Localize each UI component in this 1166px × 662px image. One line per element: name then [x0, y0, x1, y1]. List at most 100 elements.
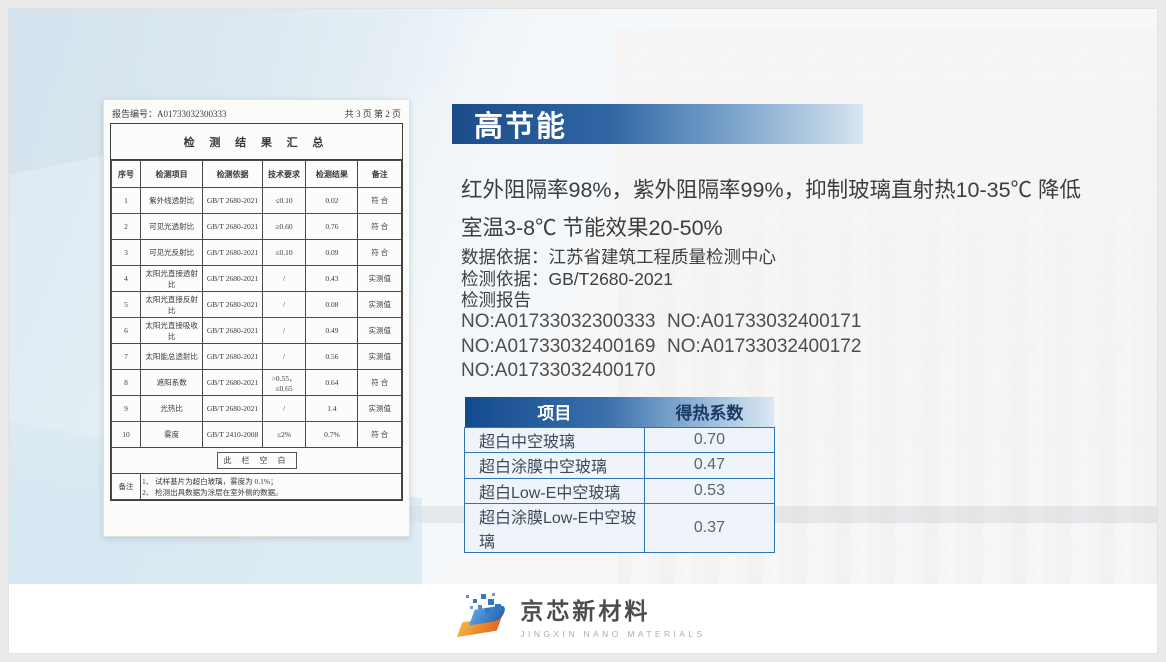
remark-content: 1、 试样基片为超白玻璃，雾度为 0.1%； 2、 检测出具数据为涂层在室外侧的… [140, 473, 402, 500]
report-no: NO:A01733032400170 [461, 360, 656, 382]
coefficient-value: 0.70 [643, 426, 776, 453]
glass-type: 超白Low-E中空玻璃 [464, 477, 645, 504]
coefficient-value: 0.37 [643, 503, 776, 553]
coefficient-value: 0.47 [643, 452, 776, 479]
table-row: 超白Low-E中空玻璃 0.53 [464, 477, 776, 504]
heat-col-coefficient: 得热系数 [675, 404, 744, 424]
logo-pixel [488, 599, 495, 605]
logo-pixel [495, 604, 502, 610]
cell: GB/T 2680-2021 [202, 395, 263, 422]
cell: / [261, 395, 307, 422]
test-report-document: 报告编号：A01733032300333 共 3 页 第 2 页 检 测 结 果… [103, 99, 410, 537]
cell: 实测值 [357, 291, 402, 318]
logo-text-block: 京芯新材料 JINGXIN NANO MATERIALS [520, 592, 705, 639]
cell: 太阳光直接吸收比 [139, 317, 204, 344]
cell: 7 [111, 343, 141, 370]
cell: / [261, 317, 307, 344]
cell: 符 合 [357, 187, 402, 214]
cell: 可见光透射比 [139, 213, 204, 240]
cell: ≤0.10 [261, 187, 307, 214]
logo-pixel [473, 599, 478, 603]
glass-type: 超白中空玻璃 [464, 426, 645, 453]
report-doc-body: 检 测 结 果 汇 总 序号 检测项目 检测依据 技术要求 检测结果 备注 1 [110, 123, 403, 501]
meta-info: 数据依据：江苏省建筑工程质量检测中心 检测依据：GB/T2680-2021 检测… [461, 247, 776, 312]
table-row: 2 可见光透射比 GB/T 2680-2021 ≥0.60 0.76 符 合 [111, 213, 402, 240]
cell: / [261, 291, 307, 318]
report-doc-title: 检 测 结 果 汇 总 [111, 124, 402, 160]
cell: 0.08 [305, 291, 359, 318]
cell: GB/T 2680-2021 [202, 317, 263, 344]
report-doc-header: 报告编号：A01733032300333 共 3 页 第 2 页 [110, 107, 403, 123]
cell: 0.56 [305, 343, 359, 370]
logo-pixel [485, 608, 491, 613]
report-table-header-row: 序号 检测项目 检测依据 技术要求 检测结果 备注 [111, 160, 402, 188]
company-logo: 京芯新材料 JINGXIN NANO MATERIALS [9, 589, 1157, 641]
table-row: 超白涂膜Low-E中空玻璃 0.37 [464, 503, 776, 553]
logo-pixel [481, 594, 487, 599]
cell: / [261, 343, 307, 370]
cell: ≤2% [261, 421, 307, 448]
cell: 符 合 [357, 369, 402, 396]
logo-pixel [478, 605, 483, 609]
company-name: 京芯新材料 [520, 597, 651, 624]
cell: 0.7% [305, 421, 359, 448]
intro-line: 红外阻隔率98%，紫外阻隔率99%，抑制玻璃直射热10-35℃ 降低 [461, 178, 1082, 202]
cell: 太阳光直接反射比 [139, 291, 204, 318]
cell: 雾度 [139, 421, 204, 448]
report-page-info: 共 3 页 第 2 页 [344, 109, 401, 119]
cell: ≥0.60 [261, 213, 307, 240]
cell: 符 合 [357, 213, 402, 240]
cell: GB/T 2410-2008 [202, 421, 263, 448]
cell: 遮阳系数 [139, 369, 204, 396]
cell: 0.02 [305, 187, 359, 214]
report-no: NO:A01733032400172 [667, 335, 862, 357]
cell: GB/T 2680-2021 [202, 265, 263, 292]
cell: 可见光反射比 [139, 239, 204, 266]
table-row: 1 紫外线透射比 GB/T 2680-2021 ≤0.10 0.02 符 合 [111, 187, 402, 214]
company-name-en: JINGXIN NANO MATERIALS [520, 628, 706, 639]
cell: GB/T 2680-2021 [202, 239, 263, 266]
cell: 0.49 [305, 317, 359, 344]
intro-line: 室温3-8℃ 节能效果20-50% [461, 216, 723, 240]
table-row: 10 雾度 GB/T 2410-2008 ≤2% 0.7% 符 合 [111, 421, 402, 448]
col-header-requirement: 技术要求 [261, 160, 307, 188]
coefficient-value: 0.53 [643, 477, 776, 504]
table-row: 5 太阳光直接反射比 GB/T 2680-2021 / 0.08 实测值 [111, 291, 402, 318]
blank-cell: 此 栏 空 白 [111, 447, 402, 474]
table-row: 3 可见光反射比 GB/T 2680-2021 ≤0.10 0.09 符 合 [111, 239, 402, 266]
cell: 符 合 [357, 421, 402, 448]
meta-line-data-basis: 数据依据：江苏省建筑工程质量检测中心 [461, 247, 776, 267]
cell: 1 [111, 187, 141, 214]
blank-note: 此 栏 空 白 [216, 452, 297, 469]
report-no: NO:A01733032400169 [461, 335, 656, 357]
report-no: NO:A01733032300333 [461, 311, 656, 333]
table-row: 8 遮阳系数 GB/T 2680-2021 >0.55，≤0.65 0.64 符… [111, 369, 402, 396]
table-row: 4 太阳光直接透射比 GB/T 2680-2021 / 0.43 实测值 [111, 265, 402, 292]
cell: 太阳能总透射比 [139, 343, 204, 370]
blank-row: 此 栏 空 白 [111, 447, 402, 474]
cell: 3 [111, 239, 141, 266]
report-results-table: 序号 检测项目 检测依据 技术要求 检测结果 备注 1 紫外线透射比 GB/T … [111, 160, 402, 500]
remark-line: 2、 检测出具数据为涂层在室外侧的数据。 [142, 487, 283, 497]
cell: GB/T 2680-2021 [202, 369, 263, 396]
cell: 紫外线透射比 [139, 187, 204, 214]
cell: 8 [111, 369, 141, 396]
col-header-basis: 检测依据 [202, 160, 263, 188]
col-header-seq: 序号 [111, 160, 141, 188]
cell: 9 [111, 395, 141, 422]
cell: 实测值 [357, 317, 402, 344]
table-row: 9 光热比 GB/T 2680-2021 / 1.4 实测值 [111, 395, 402, 422]
logo-pixel [492, 593, 496, 596]
logo-pixel [470, 606, 474, 609]
table-row: 7 太阳能总透射比 GB/T 2680-2021 / 0.56 实测值 [111, 343, 402, 370]
section-title: 高节能 [474, 111, 568, 143]
cell: 0.09 [305, 239, 359, 266]
logo-icon [457, 591, 508, 639]
logo-pixel [466, 595, 470, 598]
cell: 5 [111, 291, 141, 318]
heat-coefficient-table: 项目 得热系数 超白中空玻璃 0.70 超白涂膜中空玻璃 0.47 超白Low-… [464, 397, 776, 553]
meta-line-report-label: 检测报告 [461, 290, 531, 310]
table-row: 6 太阳光直接吸收比 GB/T 2680-2021 / 0.49 实测值 [111, 317, 402, 344]
glass-type: 超白涂膜Low-E中空玻璃 [464, 503, 645, 553]
cell: GB/T 2680-2021 [202, 343, 263, 370]
